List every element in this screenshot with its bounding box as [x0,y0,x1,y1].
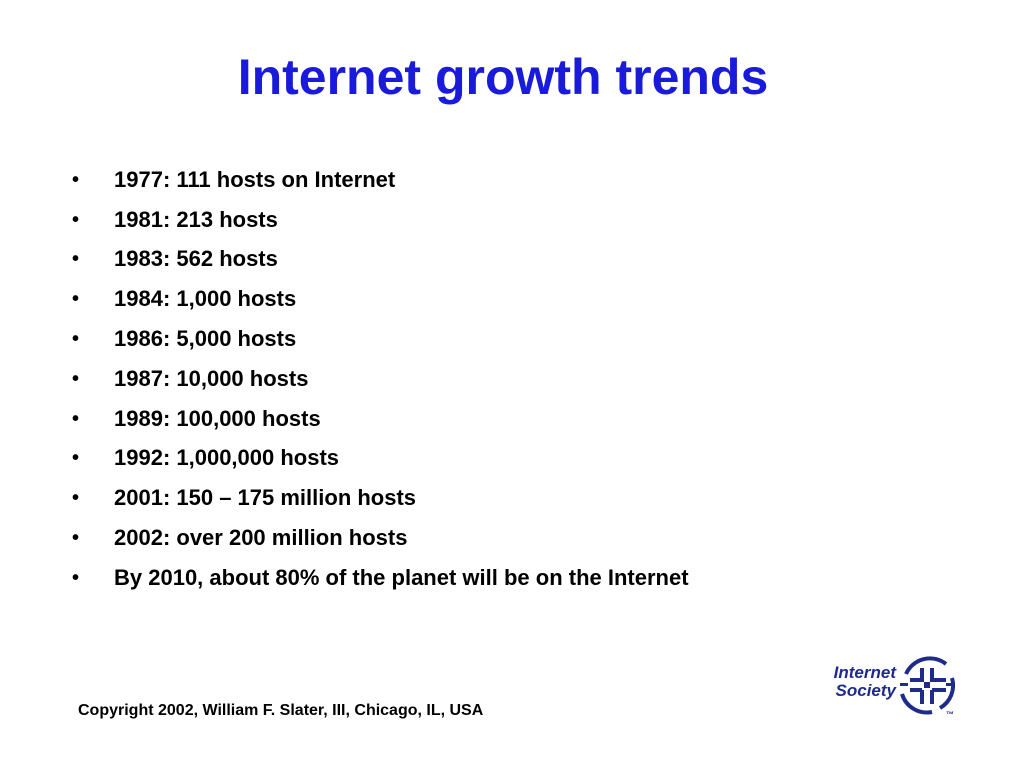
bullet-text: 1986: 5,000 hosts [114,326,297,352]
slide-title: Internet growth trends [237,49,769,105]
logo-line1: Internet [833,663,896,682]
list-item: • 1989: 100,000 hosts [72,399,689,439]
logo-text: Internet Society [800,664,896,700]
list-item: • 1992: 1,000,000 hosts [72,439,689,479]
bullet-text: 1992: 1,000,000 hosts [114,445,340,471]
bullet-icon: • [72,248,80,271]
bullet-text: 1977: 111 hosts on Internet [114,166,396,192]
internet-society-logo: Internet Society ™ [800,652,960,724]
bullet-icon: • [72,566,80,589]
internet-society-globe-icon [900,656,956,715]
bullet-icon: • [72,168,80,191]
trademark-symbol: ™ [946,710,954,719]
bullet-icon: • [72,527,80,550]
list-item: • 1981: 213 hosts [72,200,689,240]
list-item: • 1983: 562 hosts [72,240,689,280]
list-item: • 1987: 10,000 hosts [72,359,689,399]
bullet-icon: • [72,288,80,311]
bullet-text: 1987: 10,000 hosts [114,365,309,391]
bullet-text: 1984: 1,000 hosts [114,286,297,312]
copyright-text: Copyright 2002, William F. Slater, III, … [78,702,484,719]
list-item: • 2002: over 200 million hosts [72,518,689,558]
bullet-icon: • [72,208,80,231]
list-item: • 1984: 1,000 hosts [72,279,689,319]
bullet-text: By 2010, about 80% of the planet will be… [114,564,689,590]
list-item: • 1986: 5,000 hosts [72,319,689,359]
list-item: • 1977: 111 hosts on Internet [72,160,689,200]
bullet-icon: • [72,447,80,470]
bullet-text: 2002: over 200 million hosts [114,525,408,551]
bullet-text: 1981: 213 hosts [114,206,278,232]
bullet-icon: • [72,328,80,351]
list-item: • 2001: 150 – 175 million hosts [72,478,689,518]
logo-line2: Society [835,681,896,700]
bullet-icon: • [72,367,80,390]
bullet-text: 1989: 100,000 hosts [114,405,321,431]
list-item: • By 2010, about 80% of the planet will b… [72,558,689,598]
bullet-text: 1983: 562 hosts [114,246,278,272]
bullet-list: • 1977: 111 hosts on Internet • 1981: 213 … [72,160,689,598]
bullet-text: 2001: 150 – 175 million hosts [114,485,417,511]
bullet-icon: • [72,407,80,430]
bullet-icon: • [72,487,80,510]
